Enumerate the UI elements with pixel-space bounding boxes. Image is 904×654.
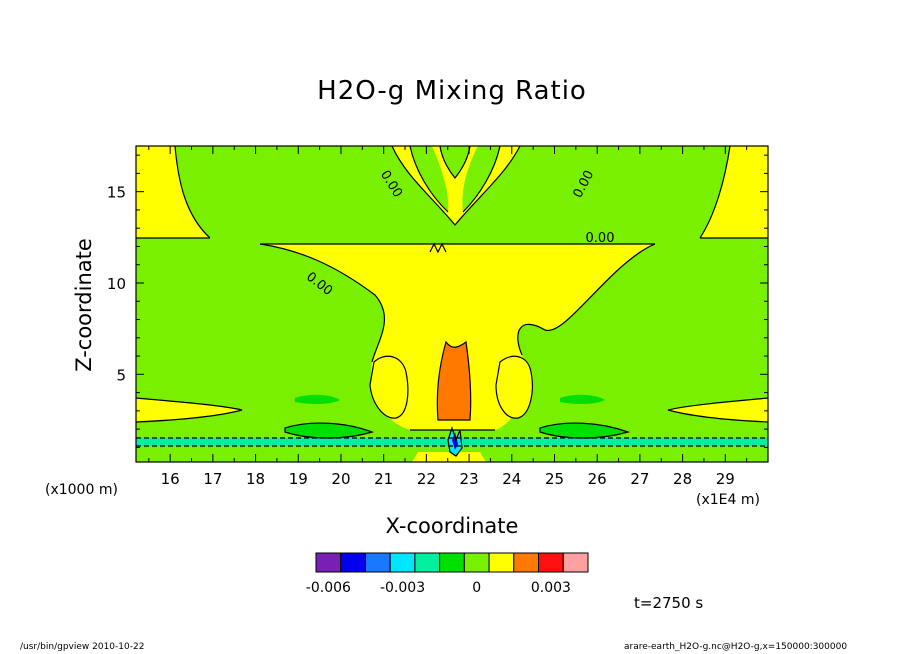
x-axis: 16 17 18 19 20 21 22 23 24 25 26 27 28 29 — [148, 146, 748, 488]
contour-region-upper-left — [136, 146, 210, 238]
plot-area: 0.00 0.000.000.00 — [135, 145, 769, 462]
contour-region-center-plume — [260, 244, 655, 430]
green-inner-regions — [410, 146, 500, 212]
x-tick-label: 25 — [545, 470, 564, 488]
colorbar-tick-label: -0.006 — [306, 580, 351, 596]
x-tick-label: 17 — [203, 470, 222, 488]
colorbar-swatch — [538, 552, 564, 573]
y-tick-label: 15 — [107, 184, 126, 202]
x-tick-label: 18 — [246, 470, 265, 488]
colorbar-swatch — [513, 552, 540, 573]
x-tick-label: 20 — [331, 470, 350, 488]
x-tick-label: 27 — [630, 470, 649, 488]
x-tick-label: 29 — [716, 470, 735, 488]
x-tick-label: 19 — [289, 470, 308, 488]
band-small-left — [295, 394, 340, 405]
plot-frame — [135, 145, 769, 463]
colorbar: -0.006 -0.003 0 0.003 — [306, 552, 589, 596]
y-axis: 5 10 15 — [107, 154, 768, 448]
contour-hole-top-mid — [440, 146, 470, 178]
band-small-right — [560, 394, 605, 405]
colorbar-swatch — [389, 552, 416, 573]
x-tick-label: 24 — [502, 470, 521, 488]
orange-core-region — [437, 342, 471, 420]
contour-region-bottom-center — [412, 452, 486, 462]
contour-label: 0.00 — [586, 231, 615, 246]
contour-region-lower-right-band — [668, 398, 768, 422]
colorbar-swatch — [364, 552, 391, 573]
band-light-green-right — [540, 423, 628, 438]
x-axis-label: X-coordinate — [385, 514, 519, 538]
y-tick-label: 5 — [116, 366, 126, 384]
time-label: t=2750 s — [634, 594, 704, 612]
colorbar-swatch — [414, 552, 441, 573]
x-tick-label: 16 — [161, 470, 180, 488]
x-axis-multiplier: (x1E4 m) — [696, 492, 760, 508]
y-tick-label: 10 — [107, 275, 126, 293]
band-light-green-left — [285, 423, 372, 438]
x-tick-label: 21 — [374, 470, 393, 488]
contour-hole-top-left — [410, 146, 449, 212]
colorbar-swatch — [488, 552, 515, 573]
contour-region-right-lobe — [496, 356, 533, 419]
colorbar-swatch — [463, 552, 490, 573]
colorbar-tick-label: -0.003 — [380, 580, 425, 596]
colorbar-tick-label: 0 — [472, 580, 481, 596]
footer-left: /usr/bin/gpview 2010-10-22 — [20, 642, 145, 652]
y-axis-multiplier: (x1000 m) — [45, 482, 118, 498]
chart-title: H2O-g Mixing Ratio — [317, 76, 587, 106]
x-tick-label: 26 — [588, 470, 607, 488]
x-tick-label: 28 — [673, 470, 692, 488]
contour-region-upper-right — [700, 146, 768, 238]
x-tick-label: 22 — [417, 470, 436, 488]
colorbar-tick-label: 0.003 — [531, 580, 571, 596]
x-tick-label: 23 — [460, 470, 479, 488]
colorbar-swatch — [340, 552, 366, 573]
footer-right: arare-earth_H2O-g.nc@H2O-g,x=150000:3000… — [624, 642, 848, 652]
colorbar-swatch — [562, 552, 589, 573]
contour-region-left-lobe — [370, 356, 408, 419]
colorbar-swatch — [439, 552, 465, 573]
contour-lines — [135, 145, 769, 457]
contour-region-lower-left-band — [136, 398, 242, 422]
contour-hole-top-right — [462, 146, 500, 212]
colorbar-swatch — [315, 552, 342, 573]
